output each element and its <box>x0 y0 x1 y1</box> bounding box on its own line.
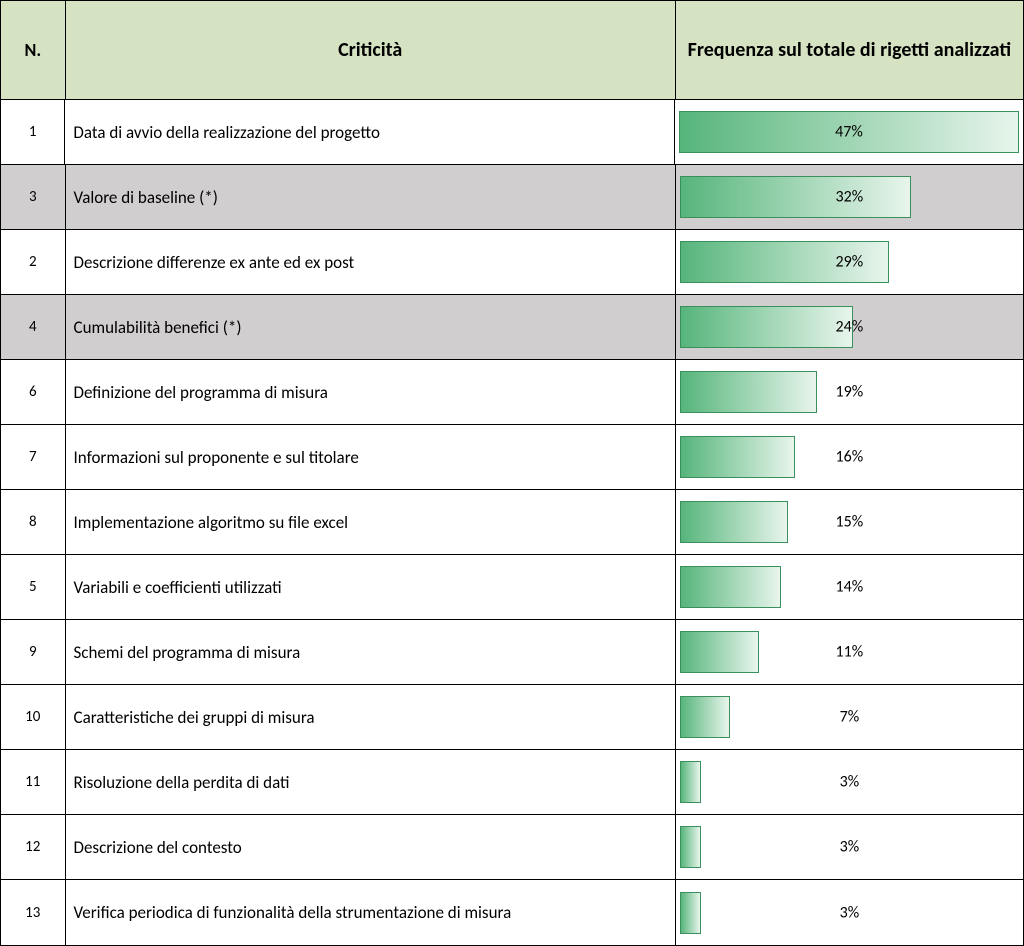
cell-number: 3 <box>1 165 66 229</box>
cell-number: 11 <box>1 750 66 814</box>
table-row: 6Definizione del programma di misura19% <box>1 360 1023 425</box>
cell-criticita: Schemi del programma di misura <box>66 620 676 684</box>
table-row: 11Risoluzione della perdita di dati3% <box>1 750 1023 815</box>
cell-number: 5 <box>1 555 66 619</box>
cell-bar: 3% <box>676 815 1023 879</box>
bar-value-label: 3% <box>676 903 1023 922</box>
table-header-row: N. Criticità Frequenza sul totale di rig… <box>1 1 1023 100</box>
bar-value-label: 19% <box>676 383 1023 402</box>
table-row: 9Schemi del programma di misura11% <box>1 620 1023 685</box>
cell-number: 10 <box>1 685 66 749</box>
cell-bar: 16% <box>676 425 1023 489</box>
cell-bar: 15% <box>676 490 1023 554</box>
bar-value-label: 32% <box>676 188 1023 207</box>
cell-criticita: Cumulabilità benefici (*) <box>66 295 676 359</box>
bar-value-label: 16% <box>676 448 1023 467</box>
cell-criticita: Implementazione algoritmo su file excel <box>66 490 676 554</box>
table-row: 13Verifica periodica di funzionalità del… <box>1 880 1023 945</box>
cell-number: 12 <box>1 815 66 879</box>
table-row: 10Caratteristiche dei gruppi di misura7% <box>1 685 1023 750</box>
cell-criticita: Risoluzione della perdita di dati <box>66 750 676 814</box>
criticita-table: N. Criticità Frequenza sul totale di rig… <box>0 0 1024 946</box>
cell-criticita: Definizione del programma di misura <box>66 360 676 424</box>
cell-number: 6 <box>1 360 66 424</box>
bar-value-label: 11% <box>676 643 1023 662</box>
cell-criticita: Verifica periodica di funzionalità della… <box>66 880 676 945</box>
cell-criticita: Descrizione differenze ex ante ed ex pos… <box>66 230 676 294</box>
cell-bar: 11% <box>676 620 1023 684</box>
cell-bar: 24% <box>676 295 1023 359</box>
cell-number: 8 <box>1 490 66 554</box>
bar-value-label: 14% <box>676 578 1023 597</box>
cell-number: 7 <box>1 425 66 489</box>
cell-bar: 47% <box>675 100 1023 164</box>
header-criticita: Criticità <box>66 1 676 99</box>
cell-bar: 3% <box>676 750 1023 814</box>
cell-bar: 3% <box>676 880 1023 945</box>
cell-number: 4 <box>1 295 66 359</box>
cell-criticita: Descrizione del contesto <box>66 815 676 879</box>
cell-bar: 32% <box>676 165 1023 229</box>
header-n: N. <box>1 1 66 99</box>
bar-value-label: 24% <box>676 318 1023 337</box>
table-row: 4Cumulabilità benefici (*)24% <box>1 295 1023 360</box>
cell-criticita: Data di avvio della realizzazione del pr… <box>65 100 675 164</box>
cell-bar: 7% <box>676 685 1023 749</box>
table-row: 5Variabili e coefficienti utilizzati14% <box>1 555 1023 620</box>
table-row: 1Data di avvio della realizzazione del p… <box>1 100 1023 165</box>
bar-value-label: 15% <box>676 513 1023 532</box>
cell-number: 1 <box>1 100 65 164</box>
bar-value-label: 47% <box>675 123 1023 142</box>
table-row: 7Informazioni sul proponente e sul titol… <box>1 425 1023 490</box>
cell-criticita: Valore di baseline (*) <box>66 165 676 229</box>
cell-bar: 29% <box>676 230 1023 294</box>
cell-criticita: Caratteristiche dei gruppi di misura <box>66 685 676 749</box>
cell-criticita: Informazioni sul proponente e sul titola… <box>66 425 676 489</box>
cell-number: 9 <box>1 620 66 684</box>
table-row: 2Descrizione differenze ex ante ed ex po… <box>1 230 1023 295</box>
cell-bar: 14% <box>676 555 1023 619</box>
cell-number: 13 <box>1 880 66 945</box>
table-row: 8Implementazione algoritmo su file excel… <box>1 490 1023 555</box>
bar-value-label: 7% <box>676 708 1023 727</box>
header-frequenza: Frequenza sul totale di rigetti analizza… <box>676 1 1023 99</box>
cell-bar: 19% <box>676 360 1023 424</box>
bar-value-label: 3% <box>676 773 1023 792</box>
table-row: 3Valore di baseline (*)32% <box>1 165 1023 230</box>
cell-number: 2 <box>1 230 66 294</box>
table-body: 1Data di avvio della realizzazione del p… <box>1 100 1023 945</box>
cell-criticita: Variabili e coefficienti utilizzati <box>66 555 676 619</box>
table-row: 12Descrizione del contesto3% <box>1 815 1023 880</box>
bar-value-label: 29% <box>676 253 1023 272</box>
bar-value-label: 3% <box>676 838 1023 857</box>
